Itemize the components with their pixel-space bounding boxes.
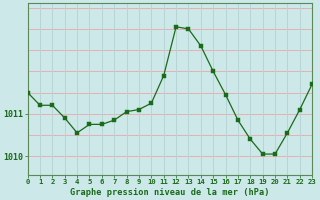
X-axis label: Graphe pression niveau de la mer (hPa): Graphe pression niveau de la mer (hPa) bbox=[70, 188, 270, 197]
